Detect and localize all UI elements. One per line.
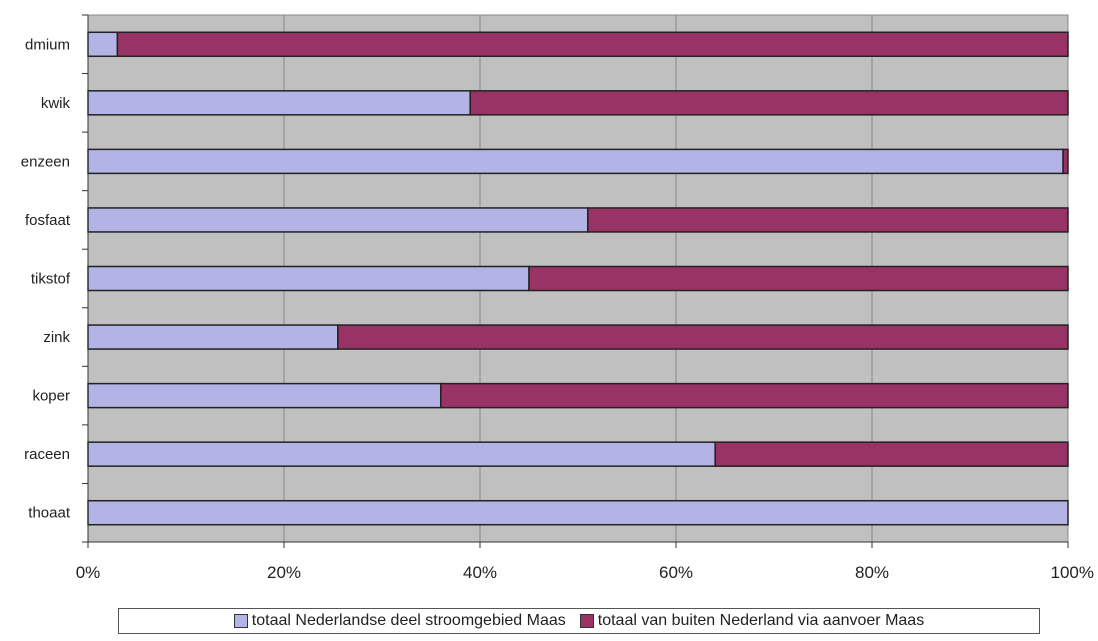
category-label: kwik	[41, 95, 71, 112]
legend-item: totaal Nederlandse deel stroomgebied Maa…	[233, 612, 566, 630]
x-tick-label: 20%	[267, 563, 301, 582]
category-label: dmium	[25, 36, 70, 53]
category-label: zink	[43, 329, 70, 346]
legend-item: totaal van buiten Nederland via aanvoer …	[579, 612, 925, 630]
bar-segment	[87, 499, 1069, 526]
bar-segment	[87, 31, 119, 58]
bar-segment	[714, 441, 1069, 467]
category-label: tikstof	[31, 271, 71, 288]
y-axis: dmium kwik enzeen fosfaat tikstof zink koper ra…	[21, 14, 89, 543]
legend-label: totaal Nederlandse deel stroomgebied Maa…	[251, 612, 566, 629]
bar-segment	[87, 265, 530, 292]
x-tick-label: 80%	[855, 563, 889, 582]
legend-swatch	[233, 614, 248, 628]
bar-segment	[587, 207, 1069, 233]
category-label: enzeen	[21, 153, 70, 170]
bar-chart: dmium kwik enzeen fosfaat tikstof zink koper ra…	[21, 14, 1094, 582]
category-label: fosfaat	[25, 212, 71, 229]
bars	[87, 31, 1069, 526]
bar-segment	[87, 324, 339, 350]
bar-segment	[116, 31, 1069, 58]
bar-segment	[87, 441, 716, 467]
x-tick-label: 60%	[659, 563, 693, 582]
x-tick-label: 0%	[76, 563, 101, 582]
bar-segment	[440, 382, 1069, 409]
x-axis: 0% 20% 40% 60% 80% 100%	[76, 541, 1094, 582]
category-label: thoaat	[28, 505, 71, 522]
bar-segment	[87, 90, 471, 116]
bar-segment	[337, 324, 1069, 350]
bar-segment	[469, 90, 1069, 116]
legend-swatch	[579, 614, 594, 628]
x-tick-label: 40%	[463, 563, 497, 582]
bar-segment	[87, 207, 589, 233]
legend: totaal Nederlandse deel stroomgebied Maa…	[118, 608, 1040, 634]
category-label: koper	[32, 388, 70, 405]
bar-segment	[1062, 148, 1069, 175]
category-label: raceen	[24, 446, 70, 463]
x-tick-label: 100%	[1051, 563, 1094, 582]
bar-segment	[528, 265, 1069, 292]
bar-segment	[87, 148, 1064, 175]
bar-segment	[87, 382, 442, 409]
legend-label: totaal van buiten Nederland via aanvoer …	[597, 612, 925, 629]
